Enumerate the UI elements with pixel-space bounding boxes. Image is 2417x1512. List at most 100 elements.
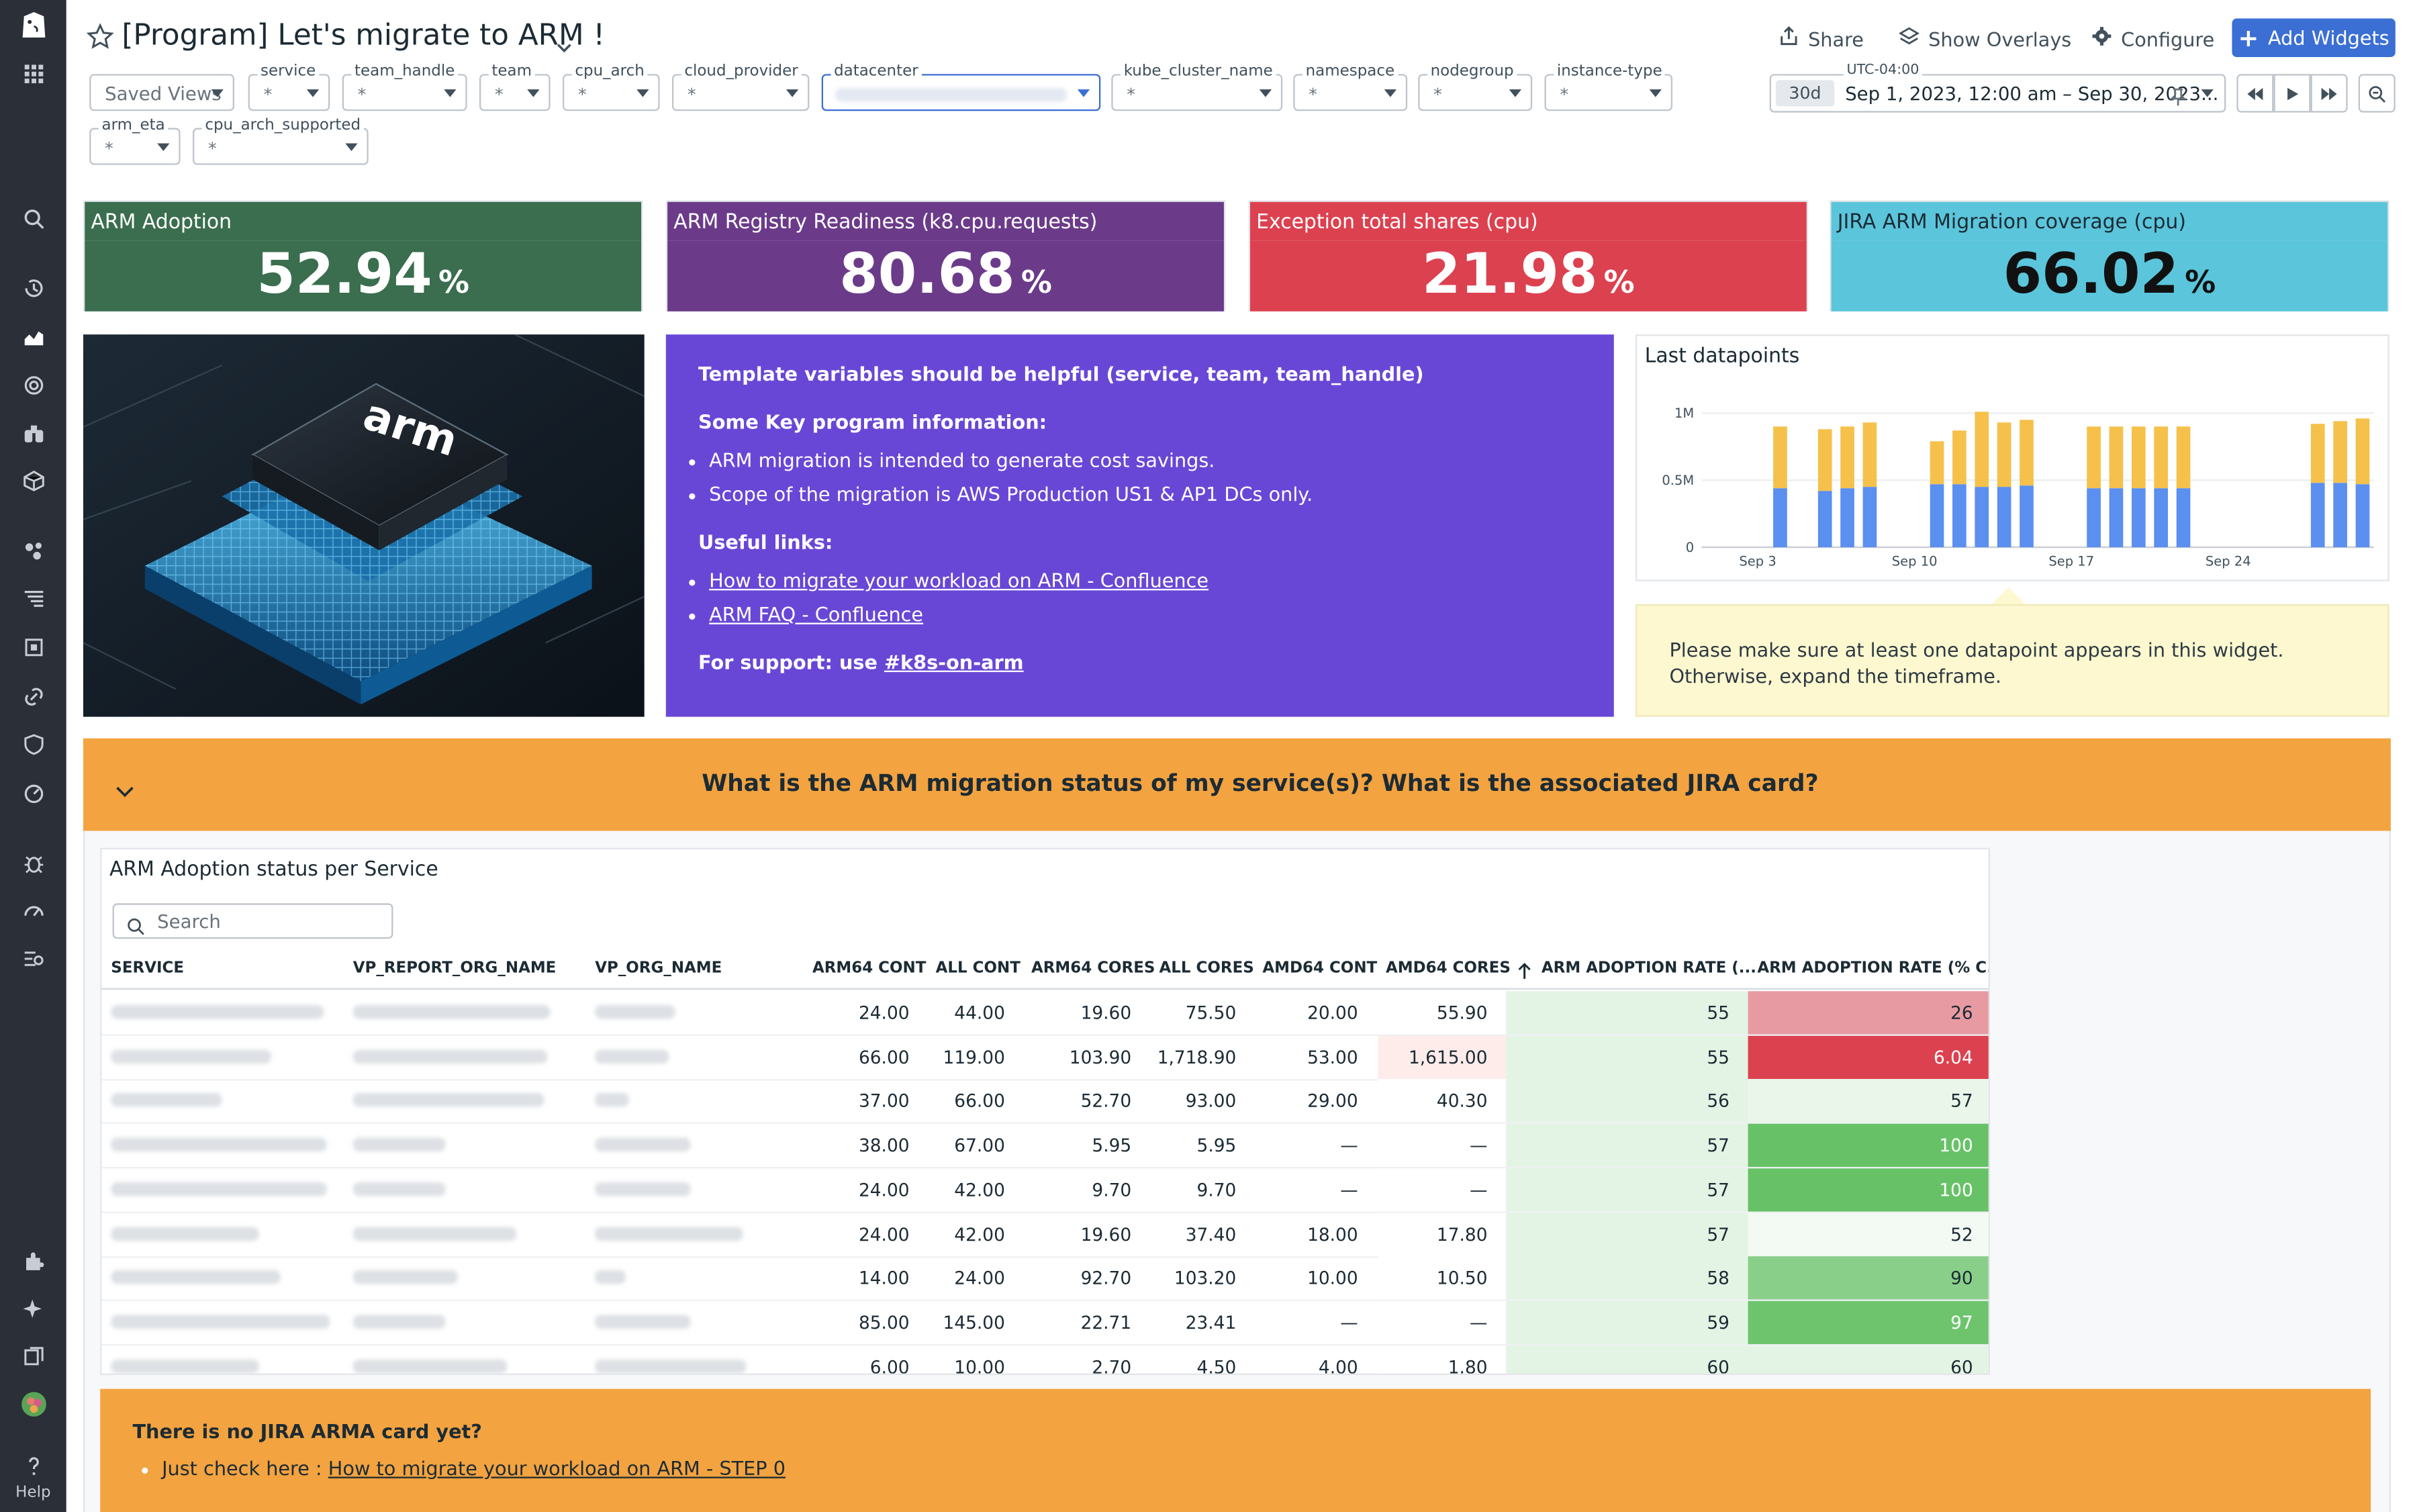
help-label[interactable]: Help [15, 1484, 51, 1502]
col-arm-adoption-rate-cpu-header[interactable]: ARM ADOPTION RATE (% C... [1757, 960, 1991, 978]
favorite-star-icon[interactable] [86, 23, 114, 50]
bar-segment[interactable] [2109, 488, 2124, 548]
tv-team[interactable]: team * [479, 63, 551, 111]
table-search[interactable]: Search [112, 903, 393, 939]
col-arm64-cores-header[interactable]: ARM64 CORES [1031, 960, 1155, 978]
bar-segment[interactable] [2020, 420, 2034, 486]
synthetics-icon[interactable] [19, 943, 48, 973]
add-widgets-button[interactable]: + Add Widgets [2232, 18, 2396, 57]
apps-grid-icon[interactable] [19, 58, 48, 88]
bar-segment[interactable] [2131, 426, 2146, 489]
bar-segment[interactable] [2355, 418, 2370, 485]
bar-segment[interactable] [2176, 426, 2191, 489]
col-service-header[interactable]: SERVICE [111, 960, 185, 978]
tv-team-handle[interactable]: team_handle * [342, 63, 467, 111]
security-icon[interactable] [19, 632, 48, 661]
bar-segment[interactable] [2333, 483, 2347, 548]
bar-segment[interactable] [2310, 424, 2325, 483]
col-arm-adoption-rate-header[interactable]: ARM ADOPTION RATE (... [1541, 960, 1756, 978]
col-vp-report-org-name-header[interactable]: VP_REPORT_ORG_NAME [352, 960, 557, 978]
bar-segment[interactable] [1930, 484, 1944, 548]
tv-nodegroup[interactable]: nodegroup * [1418, 63, 1533, 111]
bar-segment[interactable] [1862, 487, 1877, 548]
tv-datacenter[interactable]: datacenter [821, 63, 1101, 111]
title-chevron-down-icon[interactable] [557, 31, 572, 53]
timeframe-selector[interactable] [1769, 74, 2226, 113]
bar-segment[interactable] [2154, 488, 2169, 548]
integrations-link-icon[interactable] [19, 681, 48, 711]
pin-icon[interactable] [2169, 83, 2187, 106]
saved-views-dropdown[interactable]: Saved Views [89, 74, 234, 111]
bar-segment[interactable] [1930, 441, 1944, 485]
datadog-logo-icon[interactable] [15, 7, 51, 43]
qv-arm-registry-readiness[interactable]: ARM Registry Readiness (k8.cpu.requests)… [665, 200, 1226, 312]
timeframe-preset-badge[interactable]: 30d [1775, 80, 1835, 107]
puzzle-icon[interactable] [19, 1245, 48, 1275]
migrate-step0-link[interactable]: How to migrate your workload on ARM - ST… [328, 1456, 786, 1480]
bar-segment[interactable] [1997, 422, 2011, 487]
search-icon[interactable] [19, 203, 48, 233]
qv-exception-total-shares[interactable]: Exception total shares (cpu) 21.98% [1248, 200, 1809, 312]
col-arm64-cont-header[interactable]: ARM64 CONT [812, 960, 927, 978]
bar-segment[interactable] [1952, 430, 1966, 485]
tv-arm-eta[interactable]: arm_eta * [89, 117, 181, 165]
bar-segment[interactable] [2109, 426, 2124, 489]
search-input[interactable]: Search [157, 910, 221, 933]
monitors-icon[interactable] [19, 370, 48, 399]
user-avatar-icon[interactable] [19, 1389, 48, 1419]
bar-segment[interactable] [2355, 484, 2370, 548]
col-amd64-cores-header[interactable]: AMD64 CORES [1386, 960, 1511, 978]
time-play-button[interactable] [2273, 74, 2311, 113]
support-channel-link[interactable]: #k8s-on-arm [884, 650, 1024, 674]
speed-gauge-icon[interactable] [19, 896, 48, 925]
bar-segment[interactable] [1840, 488, 1854, 548]
bar-segment[interactable] [1773, 488, 1787, 548]
apm-icon[interactable] [19, 535, 48, 565]
bar-segment[interactable] [1840, 426, 1854, 489]
shield-icon[interactable] [19, 729, 48, 759]
qv-jira-arm-migration-coverage[interactable]: JIRA ARM Migration coverage (cpu) 66.02% [1830, 200, 2389, 312]
help-icon[interactable] [19, 1450, 48, 1480]
tv-instance-type[interactable]: instance-type * [1544, 63, 1673, 111]
zoom-out-button[interactable] [2358, 74, 2396, 113]
logs-icon[interactable] [19, 583, 48, 612]
bar-segment[interactable] [2087, 488, 2101, 548]
sort-ascending-icon[interactable] [1517, 957, 1532, 987]
arm-faq-link[interactable]: ARM FAQ - Confluence [709, 602, 924, 626]
col-all-cores-header[interactable]: ALL CORES [1159, 960, 1254, 978]
collapse-chevron-icon[interactable] [114, 777, 136, 798]
timeframe-chevron-down-icon[interactable] [2201, 89, 2214, 97]
tv-kube-cluster-name[interactable]: kube_cluster_name * [1111, 63, 1283, 111]
tv-service[interactable]: service * [248, 63, 330, 111]
tv-cpu-arch-supported[interactable]: cpu_arch_supported * [192, 117, 369, 165]
bar-chart[interactable]: 0 0.5M 1M Sep 3 Sep 10 Sep 17 Sep 24 [1637, 336, 2391, 583]
arm-adoption-table-widget[interactable]: ARM Adoption status per Service Search S… [100, 847, 1991, 1375]
bar-segment[interactable] [2333, 421, 2347, 483]
migration-status-group-header[interactable]: What is the ARM migration status of my s… [83, 738, 2391, 831]
bar-segment[interactable] [1817, 429, 1832, 491]
bar-segment[interactable] [2154, 426, 2169, 489]
bar-segment[interactable] [1862, 422, 1877, 487]
bar-segment[interactable] [2310, 483, 2325, 548]
configure-button[interactable]: Configure [2092, 21, 2214, 56]
show-overlays-button[interactable]: Show Overlays [1898, 21, 2071, 56]
col-vp-org-name-header[interactable]: VP_ORG_NAME [595, 960, 722, 978]
bar-segment[interactable] [1975, 487, 1989, 548]
tv-cloud-provider[interactable]: cloud_provider * [672, 63, 810, 111]
bar-segment[interactable] [2176, 488, 2191, 548]
bar-segment[interactable] [1997, 487, 2011, 548]
dashboards-icon[interactable] [19, 321, 48, 350]
bar-segment[interactable] [2020, 485, 2034, 548]
col-all-cont-header[interactable]: ALL CONT [935, 960, 1021, 978]
col-amd64-cont-header[interactable]: AMD64 CONT [1262, 960, 1378, 978]
bar-segment[interactable] [1817, 491, 1832, 548]
binoculars-icon[interactable] [19, 418, 48, 447]
bar-segment[interactable] [2131, 488, 2146, 548]
timeframe-range[interactable]: Sep 1, 2023, 12:00 am – Sep 30, 2023... [1845, 83, 2219, 105]
confluence-migrate-link[interactable]: How to migrate your workload on ARM - Co… [709, 569, 1209, 592]
last-datapoints-widget[interactable]: Last datapoints 0 0.5M 1M Sep 3 Sep 10 Sep 17… [1635, 334, 2391, 583]
notebook-icon[interactable] [19, 1341, 48, 1370]
bar-segment[interactable] [1952, 484, 1966, 548]
tv-namespace[interactable]: namespace * [1293, 63, 1408, 111]
bar-segment[interactable] [1773, 426, 1787, 489]
